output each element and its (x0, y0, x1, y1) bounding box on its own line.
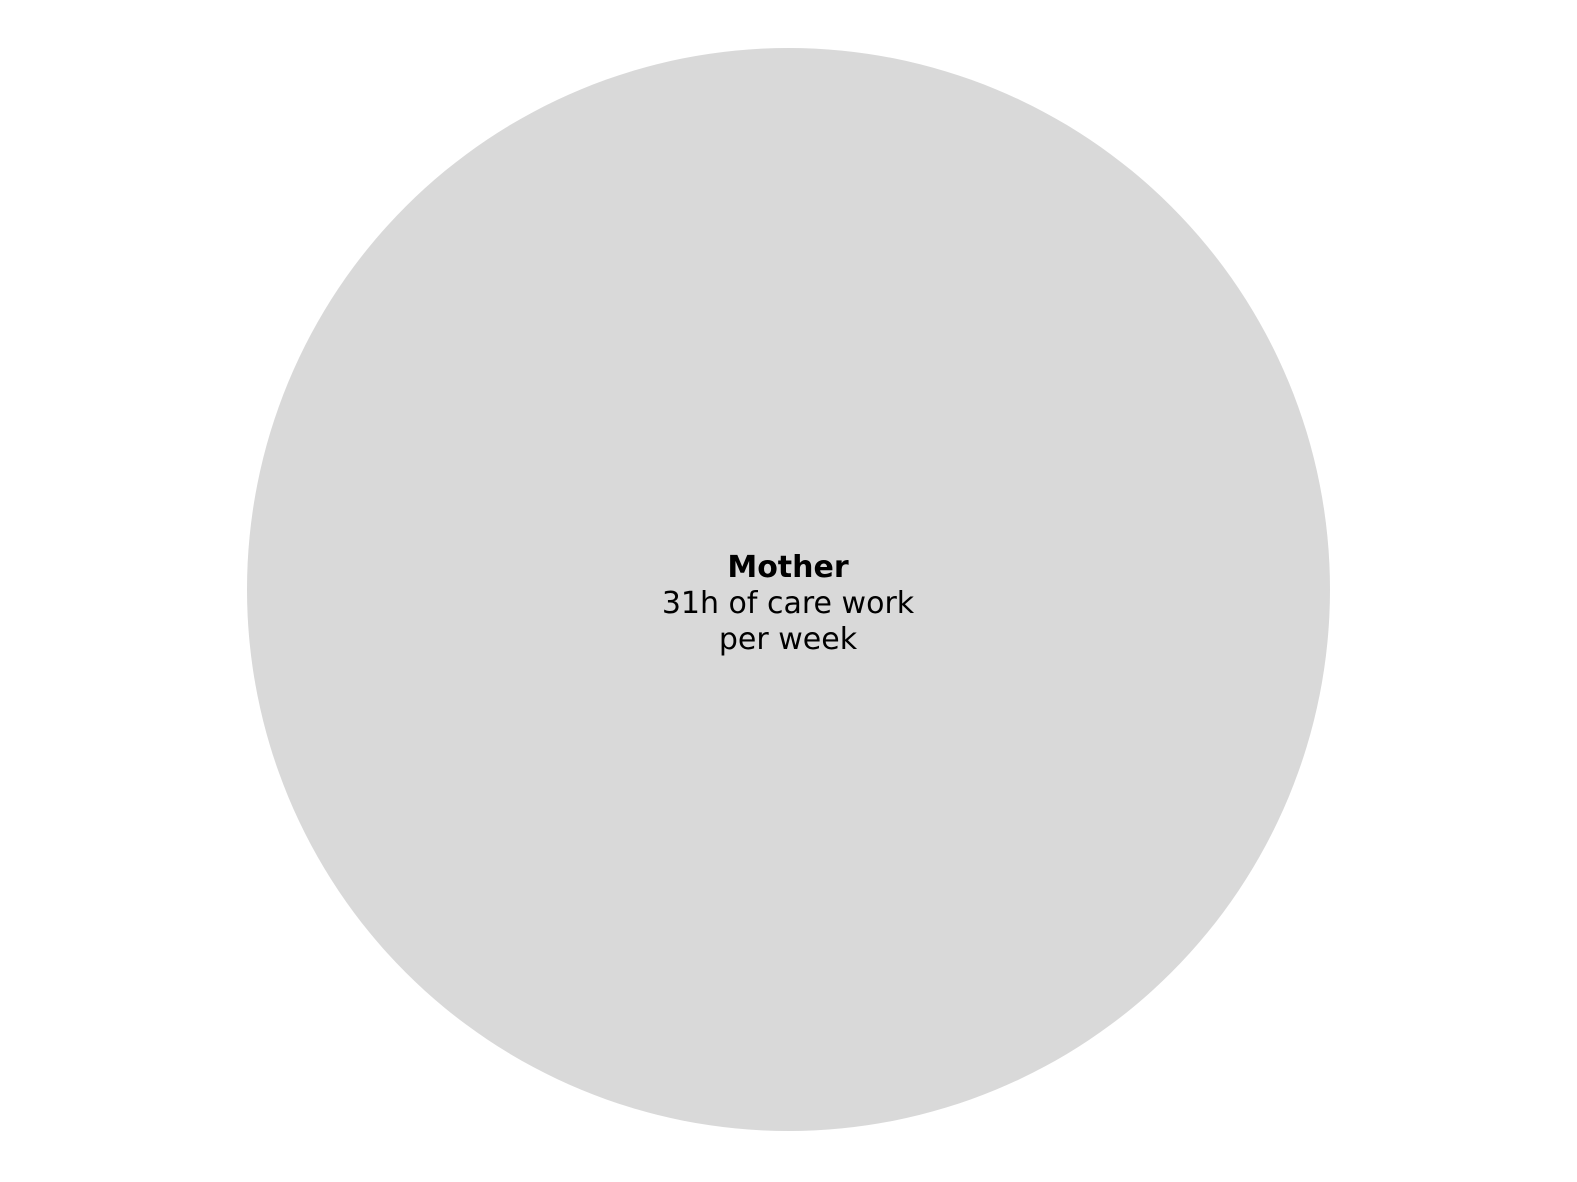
mother-bubble (247, 48, 1330, 1131)
mother-bubble-label: Mother 31h of care work per week (588, 550, 988, 658)
bubble-name: Mother (727, 550, 849, 585)
bubble-value: 31h of care work per week (661, 586, 915, 657)
